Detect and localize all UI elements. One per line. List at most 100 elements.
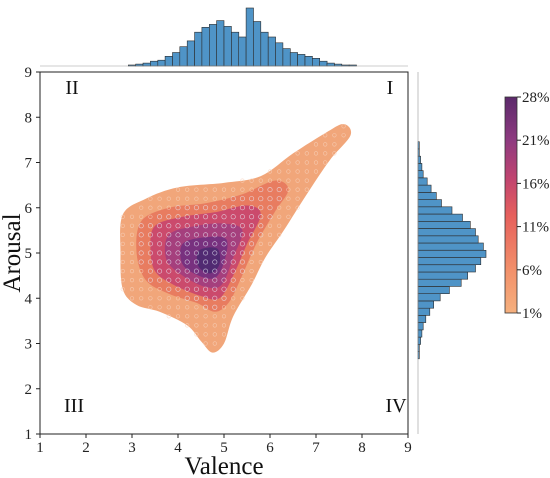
rating-point: [148, 205, 153, 210]
rating-point: [157, 259, 163, 265]
rating-point: [129, 259, 135, 265]
rating-point: [267, 196, 273, 202]
arousal-histogram-bar: [417, 278, 462, 287]
rating-point: [313, 151, 319, 156]
y-axis-ticks: 1 2 3 4 5 6 7 8 9: [25, 65, 40, 443]
rating-point: [120, 250, 125, 256]
quadrant-label: III: [64, 395, 84, 417]
rating-point: [166, 196, 171, 201]
rating-point: [193, 286, 199, 292]
rating-point: [304, 178, 309, 183]
rating-point: [157, 277, 163, 283]
rating-point: [249, 259, 254, 265]
rating-point: [203, 187, 208, 192]
rating-point: [166, 314, 171, 319]
colorbar-tick-label: 11%: [522, 220, 549, 236]
rating-point: [120, 269, 125, 274]
arousal-histogram-bar: [417, 322, 424, 331]
rating-point: [221, 332, 227, 337]
valence-histogram-bar: [157, 59, 166, 67]
rating-point: [147, 250, 153, 256]
rating-point: [157, 268, 163, 274]
rating-point: [139, 269, 144, 274]
rating-point: [175, 305, 181, 310]
rating-point: [212, 223, 218, 229]
rating-point: [277, 223, 282, 228]
rating-point: [193, 268, 199, 274]
rating-point: [332, 133, 337, 138]
quadrant-label: IV: [385, 395, 407, 417]
rating-point: [249, 232, 255, 238]
rating-point: [175, 187, 181, 192]
rating-point: [203, 304, 209, 310]
rating-point: [193, 232, 199, 238]
arousal-histogram-bar: [417, 221, 471, 229]
arousal-histogram-bar: [417, 336, 421, 345]
rating-point: [295, 178, 300, 183]
rating-point: [212, 214, 218, 220]
rating-point: [332, 142, 337, 147]
y-tick-label: 5: [25, 246, 33, 262]
rating-point: [221, 205, 227, 211]
rating-point: [120, 241, 125, 246]
rating-point: [139, 205, 144, 210]
valence-histogram-bar: [201, 26, 210, 67]
rating-point: [175, 314, 181, 319]
arousal-histogram-bar: [417, 264, 476, 273]
rating-point: [203, 323, 208, 328]
rating-point: [230, 277, 236, 283]
colorbar: 28% 21% 16% 11% 6% 1%: [504, 90, 550, 322]
rating-point: [184, 232, 190, 238]
rating-point: [239, 214, 245, 220]
rating-point: [166, 214, 172, 220]
valence-histogram-bar: [260, 31, 269, 67]
arousal-histogram-bar: [417, 242, 484, 251]
x-tick-label: 7: [312, 440, 320, 456]
rating-point: [212, 323, 217, 328]
y-tick-label: 2: [25, 382, 33, 398]
rating-point: [249, 187, 254, 192]
y-tick-label: 6: [25, 201, 33, 217]
rating-point: [203, 250, 209, 256]
rating-point: [221, 187, 227, 192]
rating-point: [212, 295, 218, 301]
rating-point: [212, 286, 218, 292]
rating-point: [139, 214, 144, 219]
rating-point: [295, 196, 300, 201]
rating-point: [323, 142, 328, 147]
rating-point: [267, 241, 273, 246]
rating-point: [138, 223, 144, 229]
rating-point: [203, 314, 208, 319]
rating-point: [277, 232, 282, 237]
x-tick-label: 8: [358, 440, 366, 456]
rating-point: [240, 187, 245, 192]
y-tick-label: 9: [25, 65, 33, 81]
rating-point: [230, 196, 236, 202]
rating-point: [276, 196, 282, 202]
rating-point: [267, 214, 273, 220]
x-axis-ticks: 1 2 3 4 5 6 7 8 9: [36, 434, 412, 456]
rating-point: [267, 169, 273, 174]
rating-point: [277, 214, 282, 219]
rating-point: [258, 214, 264, 220]
valence-histogram-bar: [179, 46, 188, 67]
rating-point: [184, 214, 190, 220]
rating-point: [129, 223, 135, 228]
rating-point: [286, 187, 291, 192]
rating-point: [148, 214, 153, 219]
valence-histogram-bar: [304, 55, 313, 67]
rating-point: [193, 250, 199, 256]
rating-point: [148, 305, 153, 310]
y-tick-label: 4: [25, 291, 33, 307]
rating-point: [148, 287, 153, 292]
arousal-histogram-bar: [417, 155, 421, 164]
valence-histogram-bar: [142, 62, 151, 67]
rating-point: [240, 296, 245, 301]
rating-point: [157, 287, 162, 292]
rating-points: [120, 124, 346, 346]
y-tick-label: 3: [25, 337, 33, 353]
rating-point: [239, 205, 245, 211]
rating-point: [184, 223, 190, 229]
rating-point: [230, 223, 236, 229]
